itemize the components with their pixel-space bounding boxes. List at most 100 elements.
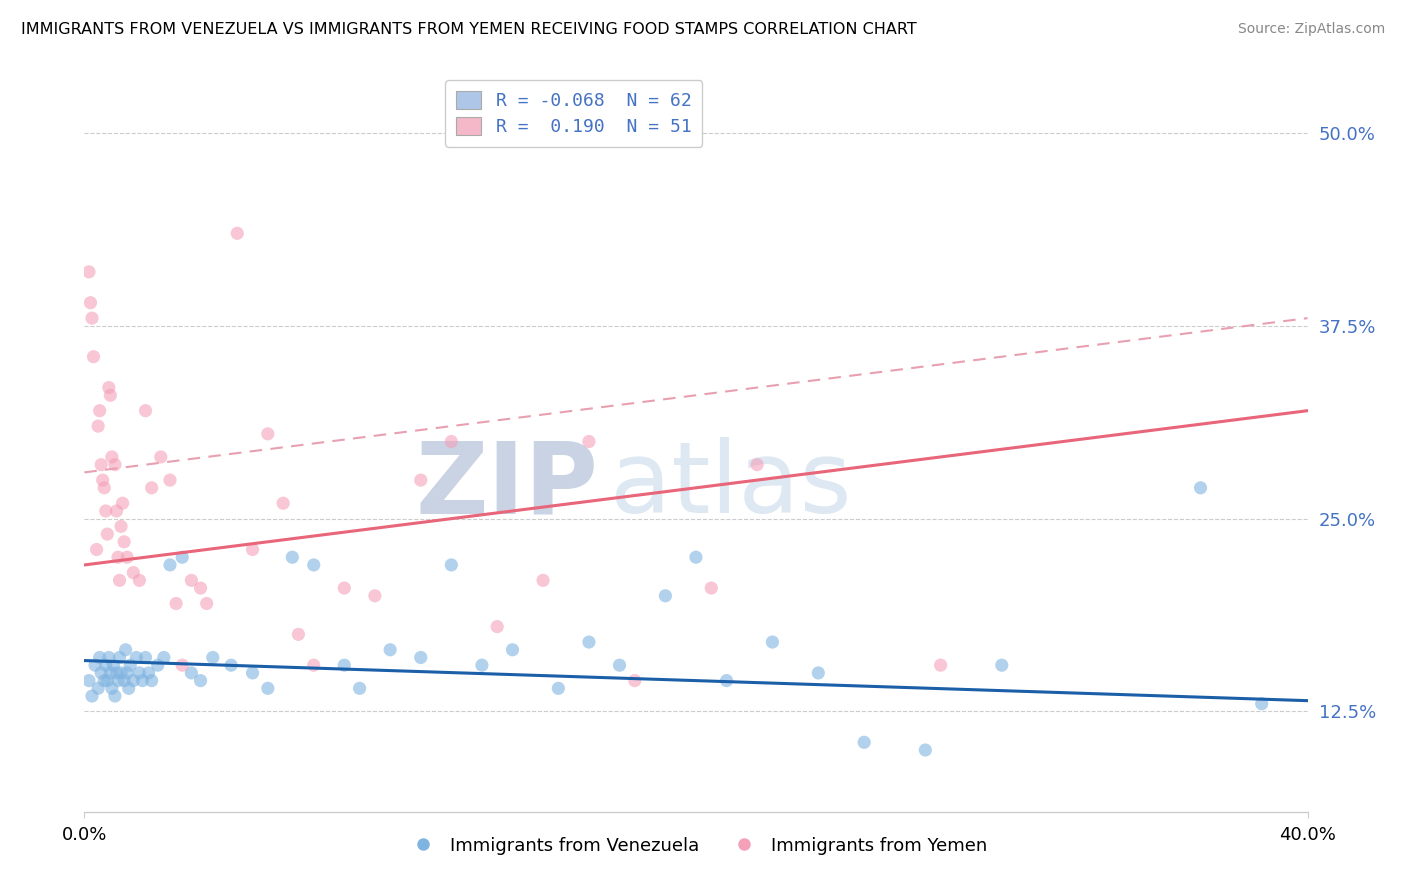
Point: [201, 650, 224, 665]
Point: [149, 450, 172, 464]
Point: [914, 743, 936, 757]
Point: [502, 642, 524, 657]
Point: [242, 542, 264, 557]
Point: [853, 735, 876, 749]
Point: [138, 665, 160, 680]
Point: [89, 403, 111, 417]
Point: [219, 658, 242, 673]
Point: [486, 620, 509, 634]
Text: atlas: atlas: [610, 437, 852, 534]
Point: [91, 473, 114, 487]
Point: [287, 627, 309, 641]
Point: [115, 550, 138, 565]
Point: [281, 550, 304, 565]
Point: [380, 642, 402, 657]
Point: [141, 481, 163, 495]
Point: [578, 635, 600, 649]
Point: [135, 650, 157, 665]
Point: [172, 658, 194, 673]
Point: [125, 650, 148, 665]
Point: [93, 673, 115, 688]
Point: [105, 665, 128, 680]
Point: [128, 574, 150, 588]
Point: [409, 650, 432, 665]
Point: [96, 527, 118, 541]
Point: [98, 388, 121, 402]
Point: [120, 658, 142, 673]
Point: [131, 673, 153, 688]
Point: [364, 589, 387, 603]
Point: [609, 658, 631, 673]
Point: [146, 658, 169, 673]
Point: [747, 458, 769, 472]
Point: [97, 380, 120, 394]
Point: [547, 681, 569, 696]
Point: [440, 434, 463, 449]
Point: [101, 681, 124, 696]
Point: [180, 574, 202, 588]
Point: [128, 665, 150, 680]
Point: [190, 673, 212, 688]
Point: [77, 265, 100, 279]
Point: [83, 350, 105, 364]
Point: [700, 581, 723, 595]
Point: [77, 673, 100, 688]
Point: [89, 650, 111, 665]
Point: [118, 681, 141, 696]
Point: [114, 642, 136, 657]
Point: [1250, 697, 1272, 711]
Point: [409, 473, 432, 487]
Point: [226, 227, 249, 241]
Point: [349, 681, 371, 696]
Point: [685, 550, 707, 565]
Point: [135, 403, 157, 417]
Point: [111, 496, 134, 510]
Point: [104, 689, 127, 703]
Point: [624, 673, 647, 688]
Point: [159, 473, 181, 487]
Point: [112, 534, 135, 549]
Point: [112, 673, 135, 688]
Point: [94, 504, 117, 518]
Point: [531, 574, 554, 588]
Point: [107, 550, 129, 565]
Legend: Immigrants from Venezuela, Immigrants from Yemen: Immigrants from Venezuela, Immigrants fr…: [398, 830, 994, 862]
Point: [654, 589, 676, 603]
Point: [242, 665, 264, 680]
Point: [87, 419, 110, 434]
Point: [180, 665, 202, 680]
Point: [87, 681, 110, 696]
Point: [103, 658, 125, 673]
Point: [105, 504, 128, 518]
Point: [271, 496, 294, 510]
Point: [991, 658, 1014, 673]
Point: [104, 458, 127, 472]
Point: [159, 558, 181, 572]
Point: [716, 673, 738, 688]
Point: [110, 519, 132, 533]
Point: [107, 673, 129, 688]
Point: [90, 665, 112, 680]
Point: [80, 689, 103, 703]
Point: [86, 542, 108, 557]
Point: [84, 658, 107, 673]
Point: [1189, 481, 1212, 495]
Point: [93, 481, 115, 495]
Point: [302, 558, 325, 572]
Point: [257, 681, 280, 696]
Point: [101, 450, 124, 464]
Point: [153, 650, 176, 665]
Point: [761, 635, 783, 649]
Text: ZIP: ZIP: [415, 437, 598, 534]
Point: [115, 665, 138, 680]
Point: [333, 581, 356, 595]
Point: [440, 558, 463, 572]
Point: [333, 658, 356, 673]
Point: [302, 658, 325, 673]
Point: [108, 650, 131, 665]
Point: [141, 673, 163, 688]
Point: [108, 574, 131, 588]
Point: [165, 597, 187, 611]
Point: [929, 658, 952, 673]
Text: IMMIGRANTS FROM VENEZUELA VS IMMIGRANTS FROM YEMEN RECEIVING FOOD STAMPS CORRELA: IMMIGRANTS FROM VENEZUELA VS IMMIGRANTS …: [21, 22, 917, 37]
